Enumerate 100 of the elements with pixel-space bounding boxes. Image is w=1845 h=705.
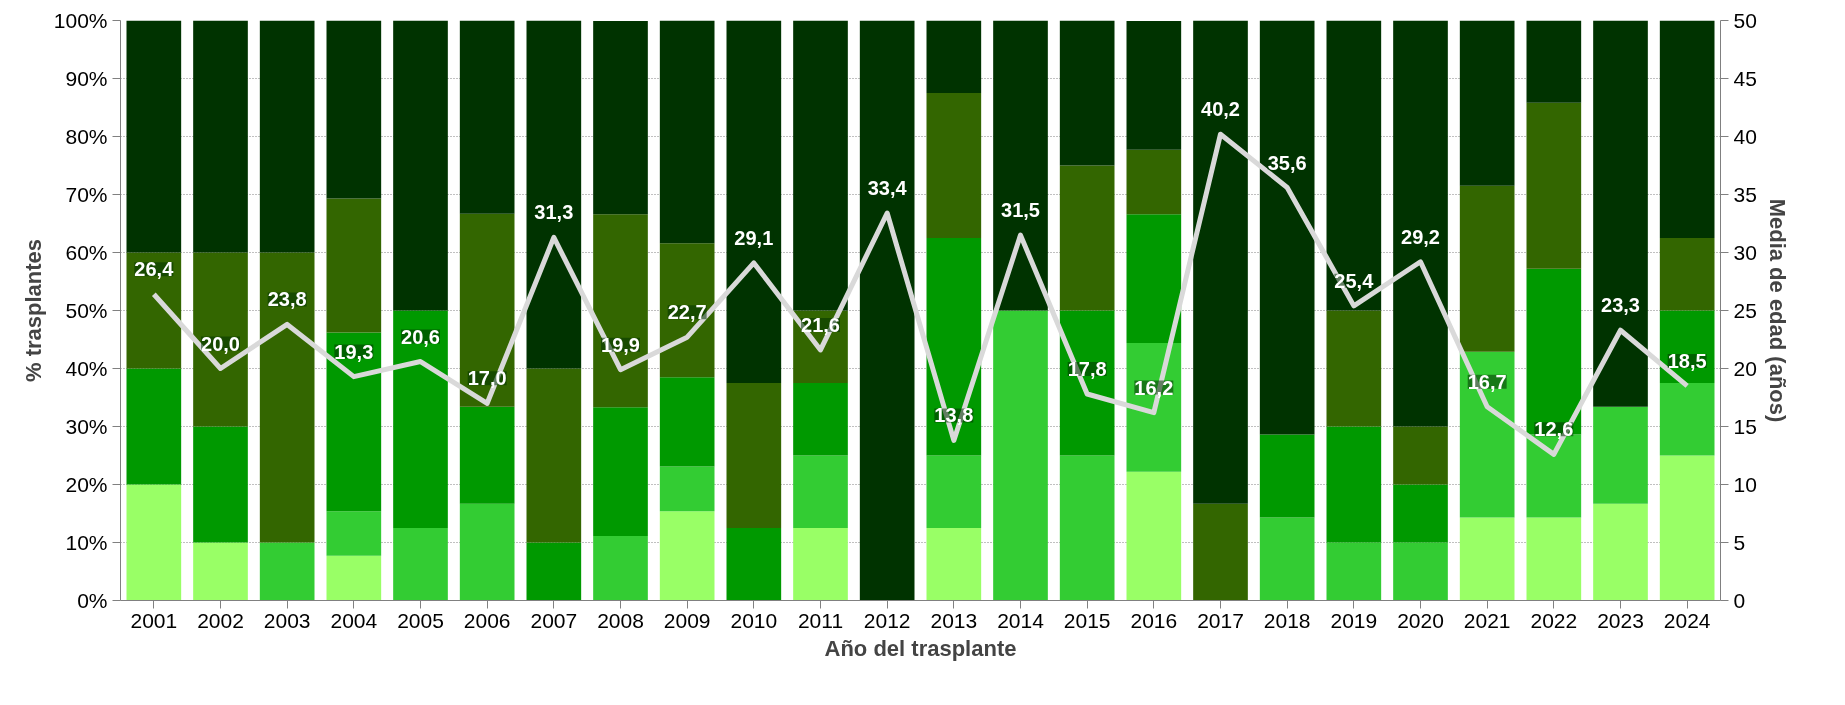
x-tick-label: 2007 [530, 608, 578, 632]
y2-tick-label: 20 [1733, 356, 1757, 380]
bar [1659, 238, 1715, 311]
bar [793, 383, 848, 456]
bar [659, 511, 715, 601]
y2-tick-label: 30 [1733, 240, 1757, 264]
y-tick-label: 90% [65, 67, 108, 90]
x-tick-label: 2008 [597, 608, 644, 632]
x-tick-label: 2005 [397, 608, 444, 632]
bar [126, 20, 182, 253]
bar [1126, 149, 1182, 215]
bar [1126, 471, 1182, 601]
x-tick-label: 2014 [997, 608, 1045, 632]
y-tick-label: 20% [65, 473, 108, 496]
data-label: 20,6 [401, 325, 440, 348]
bar [593, 536, 648, 601]
bar [1526, 20, 1582, 103]
bar [993, 20, 1048, 311]
bar [1393, 542, 1448, 601]
bar [193, 20, 248, 253]
data-label: 25,4 [1334, 269, 1375, 292]
bar [659, 377, 715, 467]
bar [1326, 542, 1382, 601]
bar [1393, 20, 1448, 427]
bar [459, 20, 515, 214]
y2-tick-label: 50 [1733, 8, 1757, 32]
x-tick-label: 2001 [130, 608, 178, 632]
y2-tick-label: 40 [1733, 124, 1757, 148]
y2-tick-label: 35 [1733, 182, 1757, 206]
data-label: 16,7 [1467, 370, 1507, 393]
bar [593, 21, 648, 215]
y2-tick-label: 45 [1733, 66, 1757, 90]
bar [659, 466, 715, 512]
bar [659, 20, 715, 244]
bar [1059, 165, 1115, 311]
bar [659, 243, 715, 378]
y2-tick-label: 25 [1733, 298, 1757, 322]
bar [1126, 342, 1182, 472]
data-label: 20,0 [201, 332, 240, 355]
bar [793, 20, 848, 311]
y2-tick-label: 5 [1733, 530, 1746, 554]
x-tick-label: 2010 [730, 608, 778, 632]
bar [593, 407, 648, 537]
data-label: 17,0 [467, 367, 507, 390]
bar [926, 20, 982, 93]
data-label: 23,8 [267, 288, 307, 311]
bar [726, 20, 782, 383]
x-tick-label: 2012 [863, 608, 911, 632]
bar [593, 214, 648, 408]
bar [526, 20, 582, 369]
y2-tick-label: 15 [1733, 414, 1757, 438]
bar [193, 426, 248, 543]
bar [526, 542, 582, 601]
data-label: 21,6 [801, 313, 840, 336]
y-tick-label: 40% [65, 357, 108, 380]
x-tick-label: 2020 [1397, 608, 1444, 632]
bar [1126, 214, 1182, 343]
bar [326, 332, 382, 512]
bar [1659, 383, 1715, 456]
bar [1459, 20, 1515, 186]
bar [1326, 20, 1382, 311]
bar [1393, 426, 1448, 485]
data-label: 33,4 [867, 177, 908, 200]
data-label: 40,2 [1201, 98, 1240, 121]
x-tick-label: 2017 [1197, 608, 1244, 632]
bar [259, 20, 315, 253]
bar [393, 20, 448, 311]
data-label: 19,9 [601, 333, 640, 356]
y-axis-title: % trasplantes [20, 238, 46, 383]
y-tick-label: 0% [77, 589, 108, 612]
bar [259, 252, 315, 543]
bar [526, 368, 582, 543]
data-label: 29,2 [1401, 225, 1440, 248]
data-label: 22,7 [667, 301, 707, 324]
bar [993, 310, 1048, 601]
data-label: 18,5 [1667, 349, 1707, 372]
x-tick-label: 2023 [1597, 608, 1644, 632]
y2-axis-title: Media de edad (años) [1764, 198, 1790, 423]
bar [859, 20, 915, 601]
bar [126, 252, 182, 369]
x-axis-title: Año del trasplante [824, 635, 1017, 661]
x-tick-label: 2022 [1530, 608, 1578, 632]
bar [1659, 455, 1715, 601]
y-tick-label: 10% [65, 531, 108, 554]
bar [259, 542, 315, 601]
data-label: 12,6 [1534, 418, 1574, 441]
bar [1393, 484, 1448, 543]
data-label: 31,3 [534, 201, 574, 224]
data-label: 26,4 [134, 258, 175, 281]
bar [393, 310, 448, 528]
data-label: 16,2 [1134, 376, 1174, 399]
bar [1526, 102, 1582, 269]
bar [326, 198, 382, 333]
bar [1059, 455, 1115, 601]
bar [1326, 310, 1382, 427]
bar [1126, 21, 1182, 150]
bar [126, 368, 182, 485]
bar [1593, 20, 1648, 407]
y2-tick-label: 10 [1733, 472, 1757, 496]
bar [393, 528, 448, 601]
